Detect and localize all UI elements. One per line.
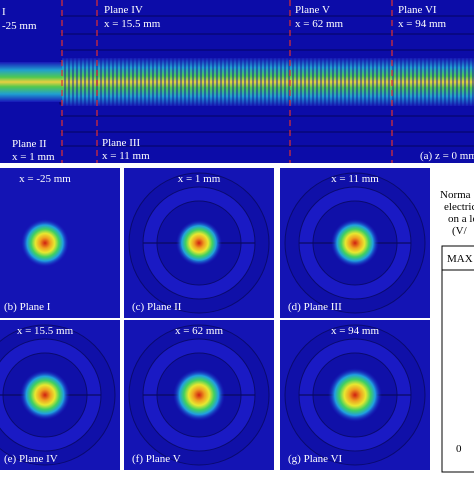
field-panel: x = 15.5 mm (e) Plane IV [0,320,120,470]
cross-section-panels: x = -25 mm (b) Plane I x = 1 mm (c) Plane I… [0,168,430,470]
panel-position: x = 62 mm [175,325,224,337]
beam-input [0,62,62,102]
colorbar-max: MAX [447,253,473,265]
colorbar-title-line: electric [444,201,474,213]
panel-label: (c) Plane II [132,301,182,313]
field-panel: x = -25 mm (b) Plane I [0,168,120,318]
plane-position: x = 1 mm [12,151,55,163]
panel-label: (f) Plane V [132,453,181,465]
field-spot [328,368,382,422]
colorbar-title-line: Norma [440,189,471,201]
field-panel: x = 11 mm (d) Plane III [280,168,430,318]
field-panel: x = 1 mm (c) Plane II [124,168,274,318]
colorbar-title-line: on a lo [448,213,474,225]
panel-position: x = 1 mm [178,173,221,185]
field-spot [21,219,69,267]
plane-position: x = 15.5 mm [104,18,161,30]
panel-position: x = 11 mm [331,173,379,185]
field-panel: x = 62 mm (f) Plane V [124,320,274,470]
plane-label: Plane III [102,137,141,149]
panel-label: (e) Plane IV [4,453,58,465]
plane-position: x = 94 mm [398,18,447,30]
top-panel: I -25 mm Plane IV x = 15.5 mm Plane V x … [0,0,474,163]
colorbar-title-line: (V/ [452,225,468,237]
plane-label: Plane V [295,4,330,16]
panel-position: x = 15.5 mm [17,325,74,337]
colorbar-frame [441,245,474,473]
panel-label: (g) Plane VI [288,453,343,465]
panel-position: x = -25 mm [19,173,71,185]
caption: (a) z = 0 mm [420,150,474,162]
plane-label: Plane VI [398,4,437,16]
plane-label: Plane IV [104,4,143,16]
plane-position: -25 mm [2,20,37,32]
plane-markers [61,0,393,163]
panel-label: (b) Plane I [4,301,51,313]
field-panel: x = 94 mm (g) Plane VI [280,320,430,470]
plane-label: Plane II [12,138,47,150]
colorbar-min: 0 [456,443,462,455]
plane-position: x = 11 mm [102,150,150,162]
plane-position: x = 62 mm [295,18,344,30]
beam-stripes [62,58,474,106]
plane-label: I [2,6,6,18]
panel-label: (d) Plane III [288,301,342,313]
field-spot [176,220,222,266]
field-spot [331,219,379,267]
panel-position: x = 94 mm [331,325,380,337]
field-spot [173,369,225,421]
field-spot [20,370,70,420]
